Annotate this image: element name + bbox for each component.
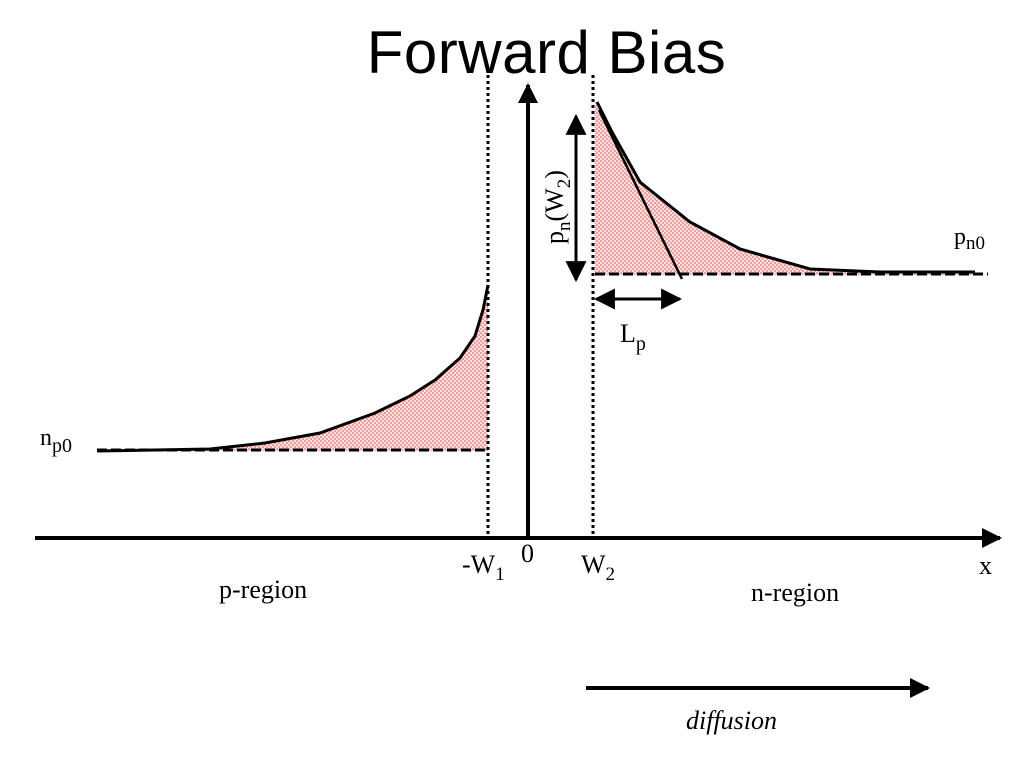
n-region-label: n-region — [751, 578, 839, 607]
np0-label: np0 — [40, 425, 72, 457]
p-side-electron-curve — [96, 284, 490, 453]
lp-label: Lp — [620, 319, 646, 355]
pn-w2-label: pn(W2) — [540, 170, 575, 244]
n-side-hole-curve — [595, 101, 975, 274]
page-title: Forward Bias — [366, 19, 727, 86]
minus-w1-label: -W1 — [462, 550, 505, 585]
origin-label: 0 — [521, 539, 534, 568]
p-region-label: p-region — [219, 575, 307, 604]
w2-label: W2 — [581, 550, 615, 585]
n-side-excess-fill — [595, 102, 975, 275]
p-side-excess-fill — [97, 285, 488, 451]
pn0-label: pn0 — [954, 224, 985, 254]
diffusion-label: diffusion — [686, 706, 777, 735]
diffusion-length-tangent — [597, 109, 684, 280]
x-axis-label: x — [979, 551, 992, 580]
